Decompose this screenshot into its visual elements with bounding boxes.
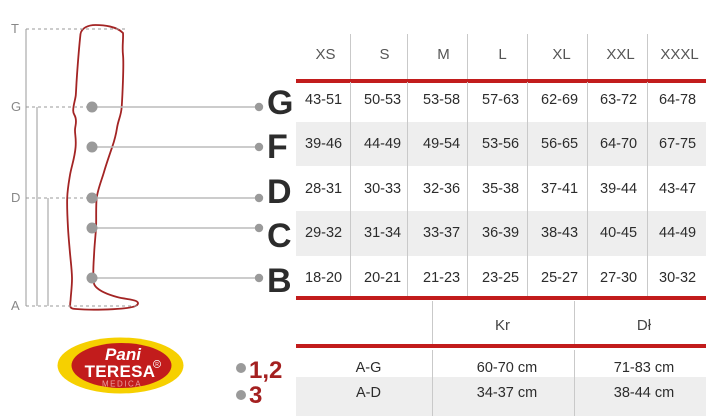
svg-text:MEDICA: MEDICA	[102, 380, 142, 389]
svg-text:TERESA: TERESA	[85, 362, 156, 381]
svg-text:R: R	[155, 362, 159, 368]
